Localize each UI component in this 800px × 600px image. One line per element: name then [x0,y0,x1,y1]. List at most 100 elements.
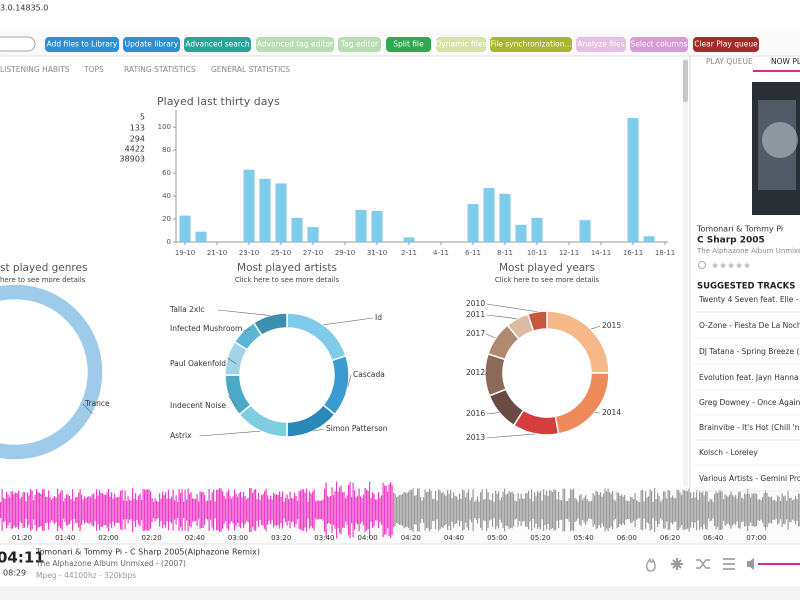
waveform-bar[interactable] [723,499,725,521]
waveform-bar[interactable] [126,500,128,520]
waveform-bar[interactable] [351,496,353,524]
waveform-bar[interactable] [535,496,537,524]
waveform-bar[interactable] [414,495,416,525]
waveform-bar[interactable] [58,494,60,526]
donut-segment[interactable] [484,352,508,397]
icon-menu[interactable] [723,558,735,570]
suggested-track[interactable]: Greg Downey - Once Again [699,398,800,407]
waveform-bar[interactable] [715,490,717,530]
waveform-bar[interactable] [337,491,339,529]
waveform-bar[interactable] [253,489,255,531]
waveform-bar[interactable] [162,491,164,529]
waveform-bar[interactable] [139,493,141,527]
waveform-bar[interactable] [745,494,747,526]
waveform-bar[interactable] [358,488,360,532]
waveform-bar[interactable] [453,492,455,528]
waveform-bar[interactable] [579,495,581,525]
waveform-bar[interactable] [517,493,519,527]
waveform-bar[interactable] [190,492,192,528]
waveform-bar[interactable] [63,501,65,519]
waveform-bar[interactable] [372,492,374,528]
waveform-bar[interactable] [295,495,297,525]
waveform-bar[interactable] [447,489,449,531]
waveform-bar[interactable] [231,498,233,522]
waveform-bar[interactable] [196,494,198,526]
waveform-bar[interactable] [393,492,395,528]
waveform-bar[interactable] [4,499,6,521]
waveform-bar[interactable] [787,490,789,530]
waveform-bar[interactable] [678,489,680,531]
waveform-bar[interactable] [763,493,765,527]
waveform-bar[interactable] [45,496,47,524]
waveform-bar[interactable] [123,500,125,520]
waveform-bar[interactable] [441,493,443,527]
waveform-bar[interactable] [9,497,11,523]
waveform-bar[interactable] [559,499,561,521]
waveform-bar[interactable] [199,491,201,529]
toolbar-button-label[interactable]: Analyze files [577,40,624,49]
waveform-bar[interactable] [319,500,321,520]
waveform-bar[interactable] [498,491,500,529]
waveform-bar[interactable] [520,493,522,527]
waveform-bar[interactable] [54,496,56,524]
waveform-bar[interactable] [538,492,540,528]
waveform-bar[interactable] [451,498,453,522]
waveform-bar[interactable] [169,498,171,522]
waveform-bar[interactable] [297,500,299,520]
waveform-bar[interactable] [189,494,191,526]
donut-segment[interactable] [224,374,252,416]
waveform-bar[interactable] [442,492,444,528]
waveform-bar[interactable] [648,496,650,524]
waveform-bar[interactable] [216,489,218,531]
waveform-bar[interactable] [760,500,762,520]
waveform-bar[interactable] [706,490,708,530]
waveform-bar[interactable] [576,499,578,521]
waveform-bar[interactable] [156,500,158,520]
waveform-bar[interactable] [730,491,732,529]
waveform-bar[interactable] [279,491,281,529]
waveform-bar[interactable] [718,490,720,530]
waveform-bar[interactable] [3,497,5,523]
waveform-bar[interactable] [285,497,287,523]
waveform-bar[interactable] [69,496,71,524]
waveform-bar[interactable] [19,498,21,522]
waveform-bar[interactable] [487,492,489,528]
rating-star[interactable]: ★ [727,262,735,272]
waveform-bar[interactable] [642,489,644,531]
waveform-bar[interactable] [132,488,134,532]
waveform-bar[interactable] [312,491,314,529]
waveform-bar[interactable] [694,497,696,523]
waveform-bar[interactable] [457,499,459,521]
waveform-bar[interactable] [754,493,756,527]
waveform-bar[interactable] [177,501,179,519]
waveform-bar[interactable] [502,491,504,529]
waveform-bar[interactable] [633,499,635,521]
waveform-bar[interactable] [430,490,432,530]
waveform-bar[interactable] [646,497,648,523]
donut-segment[interactable] [546,310,610,374]
waveform-bar[interactable] [789,498,791,522]
waveform-bar[interactable] [42,489,44,531]
waveform-bar[interactable] [540,490,542,530]
waveform-bar[interactable] [244,496,246,524]
waveform-bar[interactable] [46,497,48,523]
waveform-bar[interactable] [33,500,35,520]
waveform-bar[interactable] [243,491,245,529]
waveform-bar[interactable] [555,489,557,531]
panel-tab[interactable]: PLAY QUEUE [706,57,753,66]
waveform-bar[interactable] [90,497,92,523]
waveform-bar[interactable] [306,488,308,532]
waveform-bar[interactable] [654,488,656,532]
waveform-bar[interactable] [490,500,492,520]
waveform-bar[interactable] [471,497,473,523]
waveform-bar[interactable] [202,492,204,528]
waveform-bar[interactable] [477,496,479,524]
waveform-bar[interactable] [130,500,132,520]
waveform-bar[interactable] [301,489,303,531]
rating-star[interactable]: ★ [719,262,727,272]
waveform-bar[interactable] [175,495,177,525]
waveform-bar[interactable] [660,501,662,519]
waveform-bar[interactable] [736,498,738,522]
toolbar-button-label[interactable]: Advanced tag editor [257,40,334,49]
waveform-bar[interactable] [102,493,104,527]
